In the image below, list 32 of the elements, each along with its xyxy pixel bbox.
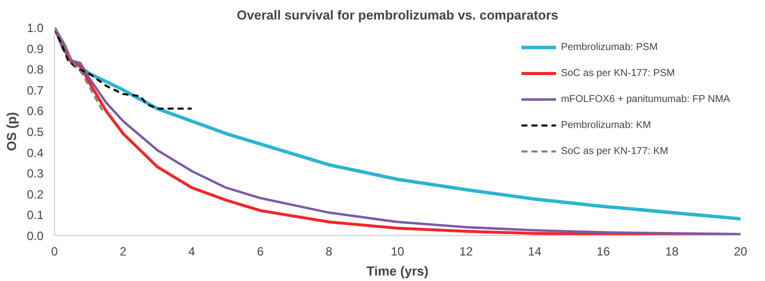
x-tick-label: 6 bbox=[256, 244, 264, 258]
x-tick-label: 12 bbox=[459, 244, 474, 258]
line-series bbox=[54, 28, 104, 112]
y-tick-label: 0.2 bbox=[26, 187, 44, 202]
legend-label: Pembrolizumab: PSM bbox=[560, 42, 658, 52]
y-tick-label: 0.1 bbox=[26, 208, 44, 222]
x-tick-label: 10 bbox=[390, 244, 404, 258]
x-tick-label: 0 bbox=[51, 244, 58, 258]
y-tick-label: 0.6 bbox=[26, 104, 44, 118]
x-tick-label: 2 bbox=[120, 244, 127, 258]
x-tick-label: 4 bbox=[188, 244, 196, 258]
y-tick-label: 1.0 bbox=[26, 21, 44, 35]
y-tick-label: 0.7 bbox=[26, 83, 44, 98]
legend-label: Pembrolizumab: KM bbox=[560, 120, 651, 130]
x-tick-label: 18 bbox=[665, 244, 679, 258]
chart-title: Overall survival for pembrolizumab vs. comparators bbox=[236, 8, 558, 22]
y-tick-label: 0.5 bbox=[26, 125, 44, 139]
y-tick-label: 0.8 bbox=[26, 62, 44, 77]
y-tick-label: 0.0 bbox=[26, 229, 44, 243]
x-tick-label: 20 bbox=[734, 244, 748, 258]
x-axis-title: Time (yrs) bbox=[366, 264, 428, 278]
x-tick-label: 8 bbox=[326, 244, 333, 258]
y-axis-title: OS (p) bbox=[4, 112, 19, 151]
x-tick-label: 14 bbox=[528, 244, 542, 258]
y-tick-label: 0.3 bbox=[26, 166, 44, 181]
legend-label: SoC as per KN-177: PSM bbox=[560, 68, 675, 78]
y-tick-label: 0.4 bbox=[26, 146, 44, 160]
legend-label: SoC as per KN-177: KM bbox=[560, 146, 668, 156]
x-tick-label: 16 bbox=[596, 244, 610, 258]
line-series bbox=[54, 28, 193, 110]
y-tick-label: 0.9 bbox=[26, 42, 44, 56]
legend-label: mFOLFOX6 + panitumumab: FP NMA bbox=[560, 94, 730, 104]
